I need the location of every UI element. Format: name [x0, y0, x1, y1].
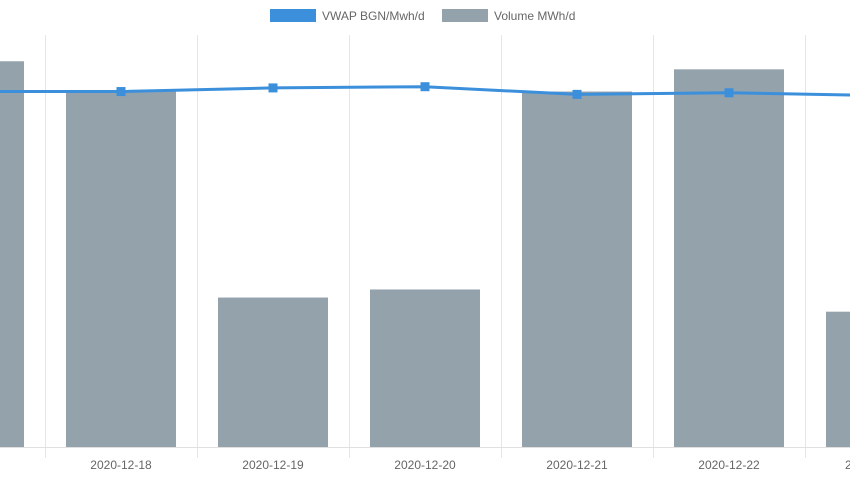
- line-point: [724, 88, 734, 98]
- x-tick-label: 2020-12-21: [546, 458, 608, 472]
- grid: [0, 35, 850, 458]
- x-tick-label: 2020-12-19: [242, 458, 304, 472]
- bar: [66, 91, 176, 448]
- bar: [522, 91, 632, 448]
- legend-item-volume[interactable]: Volume MWh/d: [442, 9, 575, 23]
- line-point: [420, 82, 430, 92]
- x-tick-label: 2020-12-22: [698, 458, 760, 472]
- line-point: [116, 87, 126, 97]
- x-tick-label: 2020-12-18: [90, 458, 152, 472]
- bar: [370, 289, 480, 447]
- bar-series: [0, 61, 850, 448]
- legend-swatch-volume: [442, 9, 488, 22]
- legend: VWAP BGN/Mwh/d Volume MWh/d: [270, 9, 575, 23]
- line-point: [572, 89, 582, 99]
- legend-item-vwap[interactable]: VWAP BGN/Mwh/d: [270, 9, 425, 23]
- x-tick-label: 2: [845, 458, 850, 472]
- bar: [674, 69, 784, 447]
- bar: [218, 297, 328, 447]
- line-series: [0, 82, 850, 99]
- x-axis: 7 2020-12-18 2020-12-19 2020-12-20 2020-…: [0, 458, 850, 472]
- legend-swatch-vwap: [270, 9, 316, 22]
- x-tick-label: 2020-12-20: [394, 458, 456, 472]
- legend-label-volume: Volume MWh/d: [494, 9, 575, 23]
- legend-label-vwap: VWAP BGN/Mwh/d: [322, 9, 425, 23]
- bar: [826, 311, 850, 447]
- bar: [0, 61, 24, 447]
- line-point: [268, 83, 278, 93]
